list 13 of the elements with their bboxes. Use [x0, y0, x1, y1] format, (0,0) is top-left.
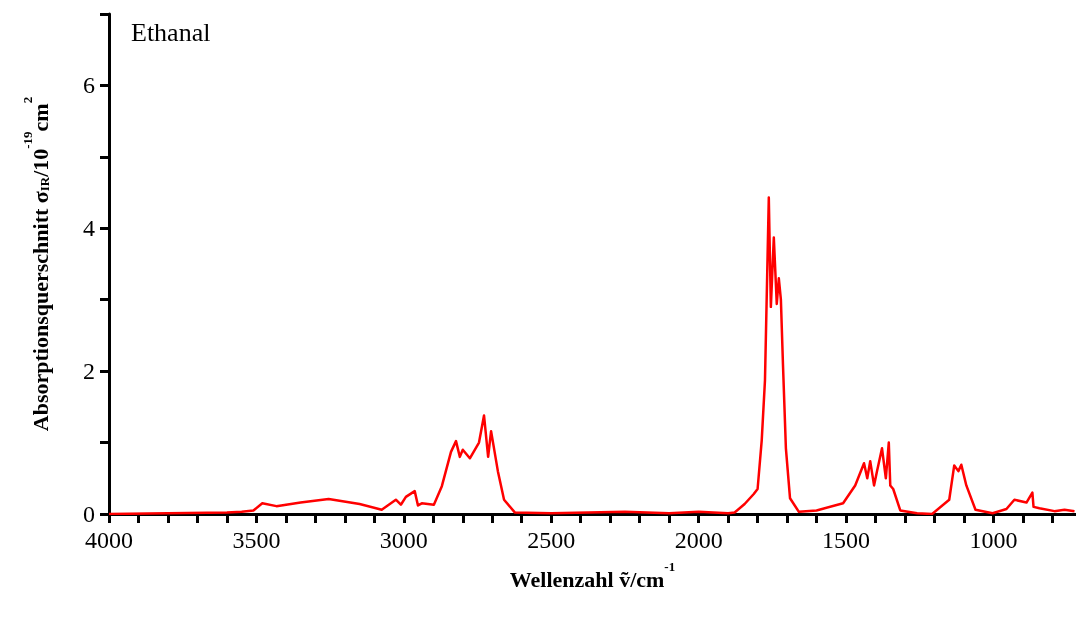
y-tick-label: 0 — [83, 501, 95, 527]
x-tick-label: 2500 — [527, 527, 576, 553]
x-tick-label: 2000 — [674, 527, 723, 553]
y-axis-title: Absorptionsquerschnitt σIR/10-19cm2 — [20, 96, 53, 432]
y-tick-label: 2 — [83, 358, 95, 385]
y-tick-label: 4 — [83, 215, 95, 242]
x-tick-label: 1000 — [969, 527, 1018, 553]
x-tick-label: 3500 — [232, 527, 281, 553]
x-tick-label: 3000 — [379, 527, 428, 553]
x-tick-label: 1500 — [822, 527, 871, 553]
x-tick-label: 4000 — [85, 527, 133, 553]
y-tick-label: 6 — [83, 72, 95, 99]
chart-title: Ethanal — [131, 17, 211, 47]
